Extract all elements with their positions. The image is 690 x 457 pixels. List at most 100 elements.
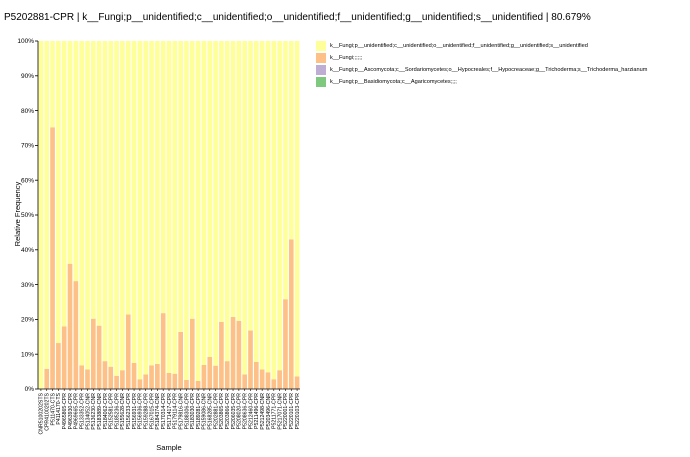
- x-tick-label: P5156931-CPR: [132, 393, 138, 430]
- bar-segment: [79, 365, 84, 389]
- bar-segment: [125, 41, 131, 315]
- y-tick-label: 100%: [17, 38, 34, 45]
- x-tick-label: P5208636-CPR: [242, 393, 248, 430]
- x-tick-label: P5170314-CPR: [161, 393, 167, 430]
- bar-segment: [207, 356, 213, 389]
- bar-segment: [178, 331, 183, 389]
- bar-segment: [61, 326, 67, 389]
- bar-segment: [242, 41, 248, 375]
- bar-segment: [236, 41, 242, 321]
- bar-segment: [61, 41, 67, 327]
- legend-label: k__Fungi;;;;;;: [330, 54, 363, 61]
- x-tick-label: P5202881-CPR: [213, 393, 219, 430]
- bar-segment: [143, 41, 149, 375]
- x-tick-label: P511470-CTS: [50, 392, 56, 425]
- bar-segment: [254, 41, 259, 362]
- bar-segment: [230, 41, 236, 317]
- bar-segment: [184, 41, 189, 380]
- legend-swatch: [316, 76, 326, 87]
- bar-segment: [283, 41, 288, 300]
- bar-segment: [207, 41, 213, 357]
- x-tick-label: P5203865-CPR: [219, 393, 225, 430]
- x-tick-label: P5134052-CNR: [85, 393, 91, 430]
- y-tick-label: 70%: [21, 143, 34, 150]
- legend-label: k__Fungi;p__Ascomycota;c__Sordariomycete…: [330, 66, 648, 73]
- bar-segment: [143, 374, 149, 389]
- bar-segment: [184, 379, 189, 389]
- bar-segment: [155, 363, 160, 389]
- x-tick-label: P5208020-CPR: [237, 393, 243, 430]
- bar-segment: [242, 374, 248, 389]
- x-tick-label: P4969665-CPR: [74, 393, 80, 430]
- bar-segment: [294, 376, 300, 389]
- legend-swatch: [316, 64, 326, 75]
- bar-segment: [213, 41, 218, 366]
- x-tick-label: P5211771-CPR: [272, 393, 278, 429]
- x-tick-label: P5156936-CPR: [138, 393, 144, 430]
- bar-segment: [44, 368, 50, 389]
- bar-segment: [108, 366, 114, 389]
- x-tick-label: P5212498-CNR: [260, 393, 266, 430]
- bar-segment: [131, 362, 137, 389]
- bar-segment: [271, 379, 277, 389]
- bar-segment: [248, 41, 253, 331]
- x-tick-label: P5133352-CPR: [79, 393, 85, 430]
- bar-segment: [277, 370, 282, 389]
- bar-segment: [283, 299, 288, 389]
- bar-segment: [259, 369, 265, 389]
- bar-segment: [155, 41, 160, 364]
- bar-segment: [38, 41, 44, 389]
- bar-segment: [50, 41, 55, 128]
- bar-segment: [67, 263, 73, 389]
- bar-segment: [131, 41, 137, 363]
- x-tick-label: P5220103-CPR: [295, 393, 301, 430]
- x-tick-label: P5188306-CPR: [184, 393, 190, 430]
- bar-segment: [120, 370, 125, 389]
- x-tick-label: P5167015-CPR: [149, 393, 155, 430]
- legend-item: k__Fungi;p__Basidiomycota;c__Agaricomyce…: [316, 76, 647, 87]
- bar-segment: [137, 41, 143, 380]
- bar-segment: [259, 41, 265, 370]
- x-tick-label: P5179816-CNR: [178, 393, 184, 430]
- bar-segment: [44, 41, 50, 369]
- bar-segment: [85, 41, 90, 370]
- bar-segment: [219, 41, 224, 322]
- legend-label: k__Fungi;p__Basidiomycota;c__Agaricomyce…: [330, 78, 457, 85]
- bar-segment: [201, 364, 207, 389]
- x-tick-label: P5211496-CPR: [254, 393, 260, 429]
- bar-segment: [213, 365, 218, 389]
- x-tick-label: P5185236-CPR: [114, 393, 120, 430]
- x-tick-label: P5136230-CNR: [91, 393, 97, 430]
- y-axis: 0% 10% 20% 30% 40% 50% 60% 70% 80% 90% 100%: [17, 38, 39, 393]
- x-tick-label: P5212460-CPR: [248, 393, 254, 430]
- bar-segment: [172, 373, 178, 389]
- legend-item: k__Fungi;p__Ascomycota;c__Sordariomycete…: [316, 64, 647, 75]
- y-tick-label: 60%: [21, 177, 34, 184]
- y-axis-label: Relative Frequency: [13, 181, 22, 246]
- bar-segment: [108, 41, 114, 367]
- x-tick-label: P5183030-CPR: [190, 393, 196, 430]
- x-tick-label: P5184062-CPR: [103, 393, 109, 430]
- bar-segment: [277, 41, 282, 371]
- bar-segment: [230, 316, 236, 389]
- x-tick-label: P5156233-CPR: [126, 393, 132, 430]
- y-tick-label: 50%: [21, 212, 34, 219]
- bar-segment: [166, 372, 172, 389]
- x-tick-label: P5183889-CNR: [97, 393, 103, 430]
- x-tick-label: P4114170-TS: [56, 392, 62, 424]
- x-tick-label: P4963930-CPR: [68, 393, 74, 430]
- bar-segment: [90, 318, 96, 389]
- bar-segment: [149, 365, 154, 389]
- y-tick-label: 90%: [21, 73, 34, 80]
- legend-item: k__Fungi;p__unidentified;c__unidentified…: [316, 40, 647, 51]
- x-axis-label: Sample: [156, 443, 181, 452]
- bar-segment: [96, 41, 102, 326]
- bar-segment: [195, 41, 201, 381]
- x-tick-label: P5189281-CPR: [196, 393, 202, 430]
- bar-segment: [50, 127, 55, 390]
- x-tick-label: P5159086-CNR: [202, 393, 208, 430]
- bar-segment: [90, 41, 96, 319]
- bar-segment: [56, 343, 61, 389]
- x-tick-label: P5220001-CPR: [283, 393, 289, 430]
